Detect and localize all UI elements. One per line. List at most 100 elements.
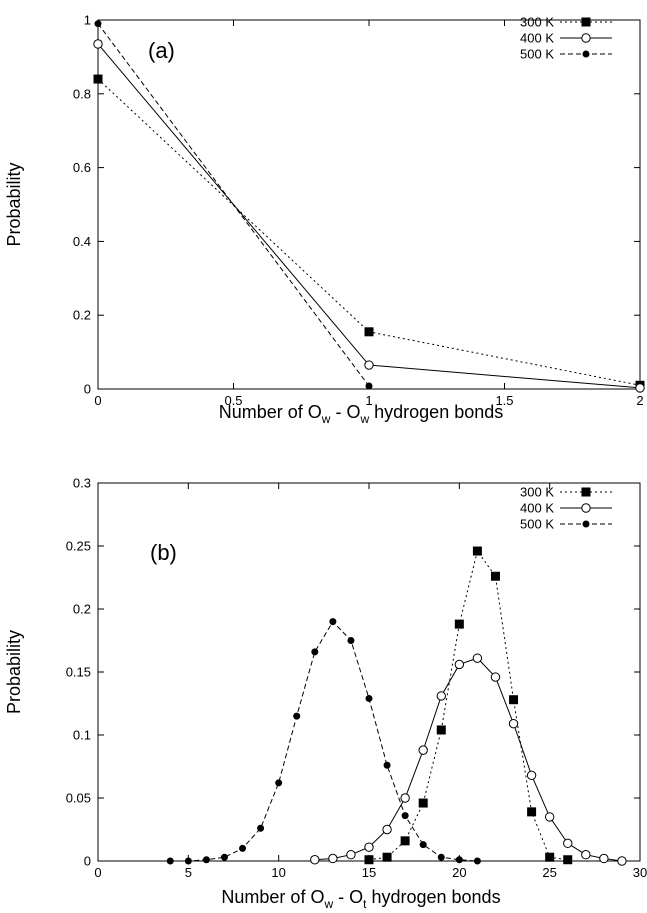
panel-b-y-tick-label: 0.15 xyxy=(66,665,91,680)
panel-b-series-500k-point xyxy=(220,853,228,861)
panel-a-series-300k-point xyxy=(93,74,103,84)
panel-b-series-500k-point xyxy=(347,637,355,644)
panel-b-series-500k-point xyxy=(365,694,373,702)
panel-a-legend-label: 500 K xyxy=(520,47,554,62)
panel-a: 0 0.5 1 1.5 2 0 0.2 0.4 0.6 0.8 1 Probability Number… xyxy=(4,13,645,426)
panel-b-series-500k-point xyxy=(401,812,409,820)
panel-a-y-tick-label: 0.4 xyxy=(73,234,91,249)
panel-b-legend-label: 500 K xyxy=(520,517,554,532)
panel-a-panel-label: (a) xyxy=(148,38,175,63)
panel-a-series-400k-line xyxy=(97,43,641,389)
panel-b-series-300k-point xyxy=(545,852,555,862)
panel-a-legend-label: 400 K xyxy=(520,31,554,46)
panel-b-series-300k-point xyxy=(436,725,446,735)
panel-b-series-400k-point xyxy=(328,853,338,864)
panel-a-x-tick-label: 1 xyxy=(365,393,372,408)
panel-b-x-tick-label: 15 xyxy=(362,865,376,880)
panel-b-series-500k-point xyxy=(293,712,301,720)
panel-a-legend-marker xyxy=(581,17,591,27)
panel-b-series-400k-point xyxy=(436,691,446,701)
panel-b-y-tick-label: 0.1 xyxy=(73,728,91,743)
panel-b-series-300k xyxy=(364,546,573,865)
panel-a-x-axis-label: Number of Ow - Ow hydrogen bonds xyxy=(219,402,504,426)
panel-a-y-tick-label: 0.8 xyxy=(73,86,91,101)
panel-a-series-500k-line xyxy=(97,23,370,387)
panel-a-x-tick-label: 0.5 xyxy=(224,393,242,408)
panel-b-series-300k-point xyxy=(490,571,500,581)
panel-b-y-tick-label: 0.3 xyxy=(73,476,91,491)
panel-b-series-400k-point xyxy=(508,718,519,729)
panel-b-series-500k-point xyxy=(437,853,445,861)
panel-b-series-300k-point xyxy=(382,852,392,862)
panel-b-series-500k-point xyxy=(419,841,427,849)
panel-b-series-500k-point xyxy=(473,857,481,865)
panel-b-legend-marker xyxy=(581,487,591,497)
panel-b-series-500k-point xyxy=(202,856,210,864)
panel-a-series-400k-point xyxy=(364,360,374,370)
panel-b-series-500k-point xyxy=(184,857,192,865)
panel-b-series-400k-point xyxy=(454,659,465,670)
panel-b-series-400k-point xyxy=(581,850,591,860)
panel-b-x-tick-label: 10 xyxy=(271,865,285,880)
panel-a-y-tick-label: 0 xyxy=(84,382,91,397)
panel-b-series-400k-point xyxy=(382,824,392,835)
panel-a-series-400k-point xyxy=(635,383,645,393)
panel-b-x-tick-label: 5 xyxy=(185,865,192,880)
panel-a-legend-label: 300 K xyxy=(520,15,554,30)
panel-b-series-400k-line xyxy=(314,657,623,862)
panel-b-y-tick-label: 0.05 xyxy=(66,791,91,806)
panel-b-legend-label: 400 K xyxy=(520,501,554,516)
panel-b-series-500k-point xyxy=(311,648,319,656)
panel-b-x-tick-label: 30 xyxy=(633,865,647,880)
panel-b-panel-label: (b) xyxy=(150,540,177,565)
panel-a-series-300k-point xyxy=(364,327,374,337)
panel-b-series-400k-point xyxy=(472,653,483,663)
panel-a-legend-marker xyxy=(582,50,590,58)
panel-a-series-500k xyxy=(94,20,373,390)
panel-a-y-tick-label: 0.6 xyxy=(73,160,91,175)
panel-b-series-300k-point xyxy=(527,807,537,817)
panel-b-legend-marker xyxy=(582,520,590,528)
panel-b-series-300k-point xyxy=(364,855,374,865)
panel-b-x-tick-label: 20 xyxy=(452,865,466,880)
panel-b-series-500k-point xyxy=(455,856,463,864)
panel-b-y-tick-label: 0 xyxy=(84,854,91,869)
panel-b-x-tick-label: 25 xyxy=(542,865,556,880)
panel-b-series-300k-point xyxy=(454,619,464,629)
panel-b-series-500k-point xyxy=(239,844,247,852)
panel-a-x-tick-label: 0 xyxy=(94,393,101,408)
panel-b-series-500k xyxy=(166,618,481,865)
panel-b-series-500k-line xyxy=(170,620,478,862)
panel-b-series-400k-point xyxy=(563,838,573,849)
panel-b-series-500k-point xyxy=(166,857,174,865)
panel-b-series-400k-point xyxy=(346,850,356,860)
panel-b-series-400k-point xyxy=(490,672,501,682)
panel-b-series-500k-point xyxy=(275,779,283,787)
panel-a-x-tick-label: 2 xyxy=(636,393,643,408)
panel-b-series-300k-point xyxy=(400,836,410,846)
panel-a-x-tick-label: 1.5 xyxy=(495,393,513,408)
panel-b-y-axis-label: Probability xyxy=(4,630,24,714)
panel-a-series-400k-point xyxy=(93,39,103,49)
panel-b-series-300k-line xyxy=(368,549,568,861)
panel-b-series-500k-point xyxy=(257,824,265,832)
panel-b-y-tick-label: 0.2 xyxy=(73,602,91,617)
panel-b-series-400k-point xyxy=(310,855,320,865)
panel-b-series-400k-point xyxy=(364,842,374,852)
panel-b-series-400k-point xyxy=(599,853,609,864)
panel-b-x-axis-label: Number of Ow - Ot hydrogen bonds xyxy=(221,887,500,911)
panel-b-legend-marker xyxy=(581,503,591,513)
panel-a-y-tick-label: 0.2 xyxy=(73,308,91,323)
panel-a-series-300k xyxy=(93,74,645,390)
panel-b-series-300k-point xyxy=(563,855,573,865)
panel-b-series-300k-point xyxy=(509,695,519,705)
panel-b-series-400k xyxy=(310,653,627,866)
panel-a-legend-marker xyxy=(581,33,591,43)
panel-a-y-tick-label: 1 xyxy=(84,13,91,28)
panel-b-series-400k-point xyxy=(400,793,410,803)
panel-b: 0 5 10 15 20 25 30 0 0.05 0.1 0.15 0.2 0.25 0.3 Probab… xyxy=(4,476,647,912)
panel-a-series-400k xyxy=(93,39,645,393)
panel-b-series-400k-point xyxy=(418,745,428,755)
